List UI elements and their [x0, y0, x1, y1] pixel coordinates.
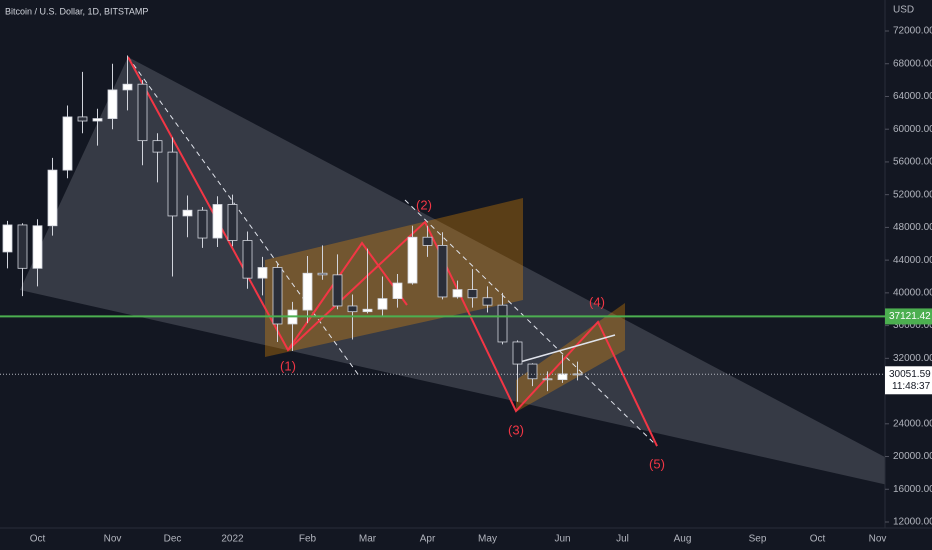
currency: USD [893, 5, 914, 16]
candle-body [47, 169, 58, 227]
candle-body [362, 308, 373, 313]
x-tick-label: Feb [299, 534, 317, 545]
candle-body [392, 282, 403, 299]
wave-line [287, 241, 408, 351]
dashed-line [127, 56, 361, 378]
candle-body [317, 272, 328, 276]
candle-body [212, 204, 223, 239]
candle-body [2, 224, 13, 253]
candle-body [257, 267, 268, 279]
candle-body [32, 225, 43, 269]
wave-label: (3) [508, 422, 524, 437]
countdown: 11:48:37 [892, 381, 931, 392]
candle-body [557, 373, 568, 381]
price-label-bg [885, 308, 932, 325]
y-tick-label: 24000.00 [893, 418, 932, 429]
y-tick-label: 60000.00 [893, 124, 932, 135]
candle-body [452, 289, 463, 298]
y-tick-label: 72000.00 [893, 26, 932, 37]
x-tick-label: Sep [749, 534, 767, 545]
y-tick-label: 20000.00 [893, 451, 932, 462]
candle-body [167, 151, 178, 217]
wave-label: (2) [416, 197, 432, 212]
candle-body [527, 363, 538, 380]
candle-body [152, 140, 163, 153]
y-tick-label: 44000.00 [893, 255, 932, 266]
candle-body [332, 274, 343, 307]
candle-body [422, 236, 433, 246]
x-tick-label: Oct [30, 534, 46, 545]
y-tick-label: 48000.00 [893, 222, 932, 233]
dashed-line [404, 199, 658, 447]
candle-body [512, 341, 523, 365]
x-tick-label: Aug [674, 534, 692, 545]
candle-body [122, 83, 133, 91]
candle-body [137, 83, 148, 142]
candle-body [77, 116, 88, 122]
channel [516, 303, 625, 412]
last-price-label: 30051.59 [889, 369, 931, 380]
x-tick-label: Apr [420, 534, 436, 545]
y-tick-label: 68000.00 [893, 58, 932, 69]
x-tick-label: Oct [810, 534, 826, 545]
y-tick-label: 12000.00 [893, 517, 932, 528]
candle-body [347, 305, 358, 313]
y-tick-label: 16000.00 [893, 484, 932, 495]
y-tick-label: 64000.00 [893, 91, 932, 102]
y-tick-label: 56000.00 [893, 157, 932, 168]
candle-body [407, 236, 418, 284]
candle-body [542, 378, 553, 381]
triangle [20, 57, 932, 495]
candle-body [497, 304, 508, 343]
candles [2, 55, 583, 402]
candle-body [302, 272, 313, 311]
y-tick-label: 36000.00 [893, 320, 932, 331]
x-tick-label: Mar [359, 534, 377, 545]
candle-body [467, 289, 478, 299]
chart-title: Bitcoin / U.S. Dollar, 1D, BITSTAMP [5, 6, 148, 16]
candle-body [572, 373, 583, 376]
candle-body [377, 298, 388, 310]
y-tick-label: 52000.00 [893, 189, 932, 200]
trend-line [519, 334, 616, 363]
candle-body [107, 89, 118, 119]
y-tick-label: 40000.00 [893, 288, 932, 299]
last-price-bg [885, 366, 932, 395]
candle-body [482, 297, 493, 306]
x-tick-label: Jul [616, 534, 629, 545]
x-tick-label: Dec [164, 534, 182, 545]
x-tick-label: Nov [869, 534, 887, 545]
y-tick-label: 32000.00 [893, 353, 932, 364]
drawings [20, 56, 932, 495]
candle-body [227, 204, 238, 241]
wave-label: (5) [649, 456, 665, 471]
wave-label: (1) [280, 358, 296, 373]
candle-body [437, 245, 448, 298]
x-tick-label: May [478, 534, 497, 545]
candle-body [62, 116, 73, 171]
candle-body [92, 118, 103, 122]
x-tick-label: 2022 [221, 534, 244, 545]
price-axis [885, 0, 932, 550]
x-tick-label: Jun [554, 534, 570, 545]
candle-body [17, 224, 28, 269]
candle-body [272, 267, 283, 325]
candle-body [242, 240, 253, 279]
candle-body [197, 209, 208, 239]
price-label: 37121.42 [889, 311, 931, 322]
wave-label: (4) [589, 294, 605, 309]
candle-body [182, 209, 193, 217]
x-tick-label: Nov [104, 534, 122, 545]
